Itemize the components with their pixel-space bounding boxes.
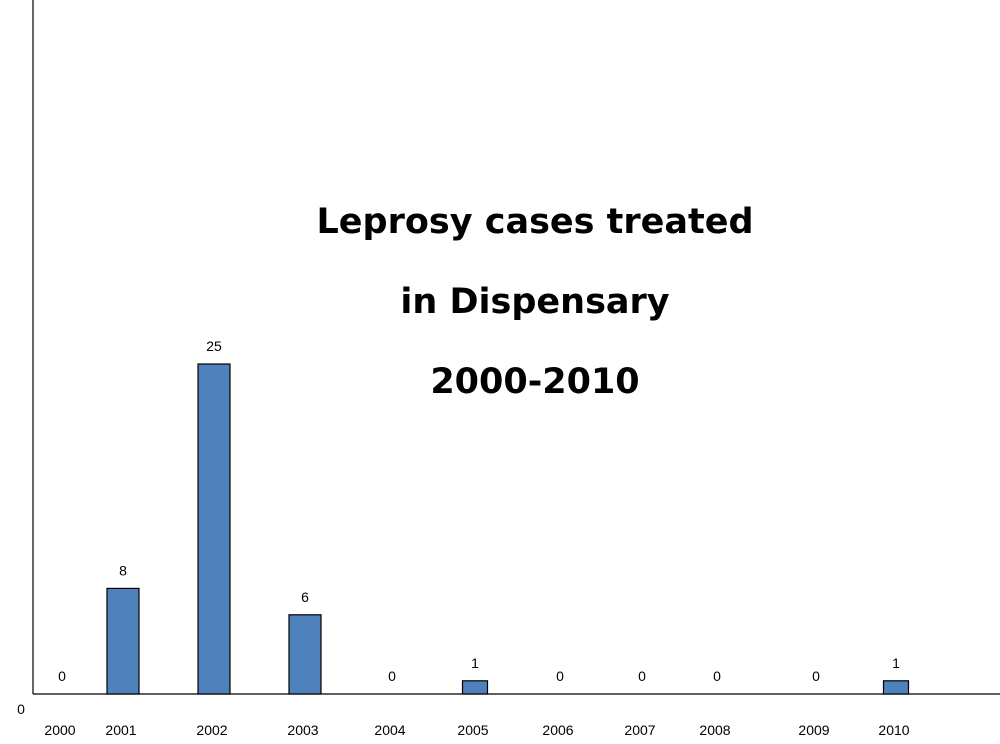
y-tick-label: 0 [17, 701, 25, 717]
x-tick-label-2002: 2002 [196, 722, 227, 738]
x-tick-label-2009: 2009 [798, 722, 829, 738]
data-label-2007: 0 [638, 668, 646, 684]
x-tick-label-2003: 2003 [287, 722, 318, 738]
data-label-2006: 0 [556, 668, 564, 684]
x-tick-label-2010: 2010 [878, 722, 909, 738]
bar-2003 [288, 614, 322, 695]
data-label-2001: 8 [119, 562, 127, 578]
x-tick-label-2007: 2007 [624, 722, 655, 738]
bar-2001 [106, 587, 140, 695]
chart-title-line-2: in Dispensary [400, 282, 670, 322]
data-label-2009: 0 [812, 668, 820, 684]
bar-2005 [461, 680, 489, 695]
data-label-2010: 1 [892, 655, 900, 671]
chart-title-line-1: Leprosy cases treated [316, 202, 754, 242]
data-label-2000: 0 [58, 668, 66, 684]
x-tick-label-2005: 2005 [457, 722, 488, 738]
x-tick-label-2008: 2008 [699, 722, 730, 738]
chart-title-line-3: 2000-2010 [430, 362, 640, 402]
data-label-2005: 1 [471, 655, 479, 671]
x-tick-label-2004: 2004 [374, 722, 405, 738]
data-label-2008: 0 [713, 668, 721, 684]
bar-2010 [882, 680, 910, 695]
x-tick-label-2001: 2001 [105, 722, 136, 738]
data-label-2003: 6 [301, 589, 309, 605]
bar-2002 [197, 363, 231, 695]
data-label-2002: 25 [206, 338, 222, 354]
data-label-2004: 0 [388, 668, 396, 684]
x-tick-label-2006: 2006 [542, 722, 573, 738]
x-tick-label-2000: 2000 [44, 722, 75, 738]
